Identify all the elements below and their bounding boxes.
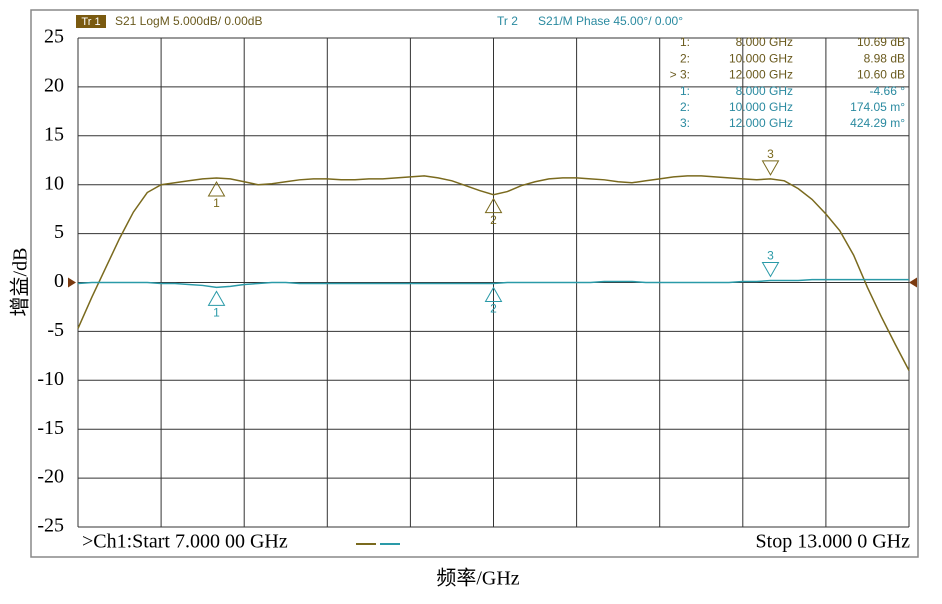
series-line (77, 175, 910, 371)
marker-readout: 8.000 GHz (736, 35, 793, 49)
y-tick-label: 10 (44, 172, 64, 194)
trace-label: Tr 2 (497, 14, 518, 28)
y-axis-label: 增益/dB (9, 248, 32, 317)
x-axis-label: 频率/GHz (436, 567, 519, 590)
marker-readout: > 3: (670, 68, 690, 82)
marker-readout: 8.000 GHz (736, 84, 793, 98)
start-label: >Ch1:Start 7.000 00 GHz (82, 531, 288, 553)
y-tick-label: -25 (37, 515, 64, 537)
stop-label: Stop 13.000 0 GHz (756, 531, 911, 553)
marker-label: 3 (767, 249, 774, 263)
marker-label: 3 (767, 147, 774, 161)
marker-readout: 8.98 dB (864, 51, 905, 65)
marker-triangle (484, 286, 503, 302)
marker-label: 2 (490, 213, 497, 227)
ref-arrow (68, 277, 76, 288)
y-tick-label: -10 (37, 368, 64, 390)
marker-readout: 3: (680, 116, 690, 130)
marker-triangle (761, 160, 780, 176)
marker-readout: -4.66 ° (870, 84, 906, 98)
y-tick-label: -5 (47, 319, 64, 341)
marker-readout: 10.60 dB (857, 68, 905, 82)
y-tick-label: 0 (54, 270, 64, 292)
marker-readout: 2: (680, 100, 690, 114)
marker-readout: 12.000 GHz (729, 68, 793, 82)
marker-readout: 10.000 GHz (729, 100, 793, 114)
y-tick-label: 20 (44, 74, 64, 96)
marker-readout: 10.69 dB (857, 35, 905, 49)
trace-label: Tr 1 (81, 16, 100, 28)
trace-header: S21/M Phase 45.00°/ 0.00° (538, 14, 683, 28)
trace-badge (76, 15, 106, 28)
marker-readout: 1: (680, 35, 690, 49)
marker-readout: 1: (680, 84, 690, 98)
marker-readout: 2: (680, 51, 690, 65)
y-tick-label: -15 (37, 417, 64, 439)
marker-triangle (484, 197, 503, 214)
marker-readout: 12.000 GHz (729, 116, 793, 130)
marker-label: 1 (213, 306, 220, 320)
y-tick-label: 25 (44, 26, 64, 48)
marker-triangle (207, 180, 226, 197)
marker-label: 2 (490, 302, 497, 316)
marker-label: 1 (213, 196, 220, 210)
marker-readout: 424.29 m° (850, 116, 905, 130)
series-line (77, 278, 909, 289)
y-tick-label: 15 (44, 123, 64, 145)
marker-triangle (761, 262, 780, 278)
marker-readout: 174.05 m° (850, 100, 905, 114)
trace-header: S21 LogM 5.000dB/ 0.00dB (115, 14, 262, 28)
y-tick-label: -20 (37, 466, 64, 488)
marker-readout: 10.000 GHz (729, 51, 793, 65)
y-tick-label: 5 (54, 221, 64, 243)
marker-triangle (207, 290, 226, 306)
ref-arrow (909, 277, 917, 288)
